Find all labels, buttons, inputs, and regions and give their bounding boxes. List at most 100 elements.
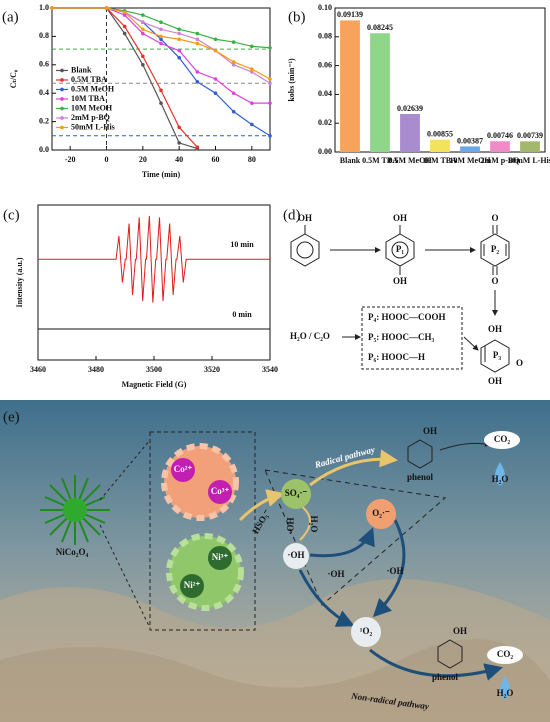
data-point [268,45,272,50]
data-point [213,91,218,95]
y-tick-label: 0.4 [39,88,49,97]
value-label: 0.00855 [427,130,453,139]
y-tick-label: 0.10 [318,3,332,12]
bar [370,33,390,152]
y-axis-label: kobs (min⁻¹) [287,58,296,102]
benzene-ring [290,233,320,267]
y-tick-label: 0.06 [318,60,332,69]
legend-label: Blank [71,65,92,74]
co2-cloud [487,646,523,664]
substituent: O [516,358,523,368]
illustration [0,400,550,722]
substituent: OH [488,376,502,386]
data-point [177,125,181,130]
data-point [141,13,145,17]
data-point [122,10,127,15]
data-point [268,134,272,138]
value-label: 0.09139 [337,10,363,19]
data-point [141,27,145,32]
product-entry: P₆: HOOC—H [368,352,425,362]
radical-sphere [366,499,396,529]
x-tick-label: 3540 [262,365,278,374]
arrow [238,489,285,522]
legend-marker [60,116,64,120]
value-label: 0.08245 [367,23,393,32]
y-tick-label: 0.0 [39,145,49,154]
arrow [299,504,311,541]
substituent: OH [393,213,407,223]
panel-label: (a) [2,9,19,25]
data-point [250,101,254,105]
x-tick-label: 3520 [204,365,220,374]
data-point [250,122,254,127]
x-tick-label: 40 [175,155,183,164]
substituent: O [491,213,498,223]
bar [340,20,360,152]
ni-sphere [208,546,232,570]
product-entry: P₄: HOOC—COOH [368,312,445,322]
quinone-ring [480,233,510,267]
data-point [195,145,200,149]
data-point [177,27,181,32]
x-tick-label: 10M TBA [423,156,457,165]
data-point [268,81,272,86]
legend-marker [60,106,64,111]
data-point [268,101,272,105]
legend-marker [60,97,64,101]
data-point [231,63,236,67]
series-line [38,215,270,303]
y-axis-label: Intensity (a.u.) [15,257,24,307]
legend-label: 50mM L-His [71,122,115,131]
y-tick-label: 0.02 [318,118,332,127]
x-axis-label: Time (min) [142,170,181,179]
data-point [177,141,181,145]
data-point [122,31,127,36]
y-tick-label: 0.00 [318,147,332,156]
legend-marker [60,68,64,73]
arrow [463,336,479,351]
y-axis-label: Cₜ/C₀ [9,69,18,88]
bar [430,139,450,152]
y-tick-label: 0.04 [318,89,332,98]
data-point [141,31,145,36]
x-tick-label: 2mM p-BQ [481,156,520,165]
x-tick-label: 0 [105,155,109,164]
radical-label: SO₄·⁻ [285,488,308,498]
x-tick-label: 80 [248,155,256,164]
zoom-line [99,439,151,501]
radical-sphere [283,543,309,569]
product-entry: P₅: HOOC—CH₃ [368,332,434,342]
data-point [159,88,163,93]
product-label: P₁ [396,244,404,254]
product-label: P₂ [491,244,499,254]
data-point [250,44,254,49]
y-tick-label: 1.0 [39,3,49,12]
x-tick-label: 60 [212,155,220,164]
benzene-ring [437,639,463,669]
reaction-triangle [264,469,447,606]
data-point [195,31,200,36]
oh-label: ·OH [327,569,344,579]
ion-label: Ni²⁺ [184,580,201,590]
data-point [159,37,163,42]
data-point [141,54,145,59]
x-tick-label: 50mM L-His [508,156,550,165]
x-tick-label: Blank [340,156,361,165]
data-point [268,77,272,81]
y-tick-label: 0.2 [39,116,49,125]
series-label: 0 min [232,310,252,319]
ion-label: Co²⁺ [174,464,193,474]
x-tick-label: 20 [139,155,147,164]
bar [400,113,420,152]
value-label: 0.00739 [517,131,543,140]
ni-gear [166,533,244,611]
y-tick-label: 0.08 [318,32,332,41]
data-point [159,20,163,25]
panel-label: (e) [3,409,20,425]
substituent: OH [488,324,502,334]
data-point [213,77,218,81]
radical-label: ·OH [287,550,304,560]
legend-marker [60,87,64,92]
x-tick-label: 3500 [146,365,162,374]
